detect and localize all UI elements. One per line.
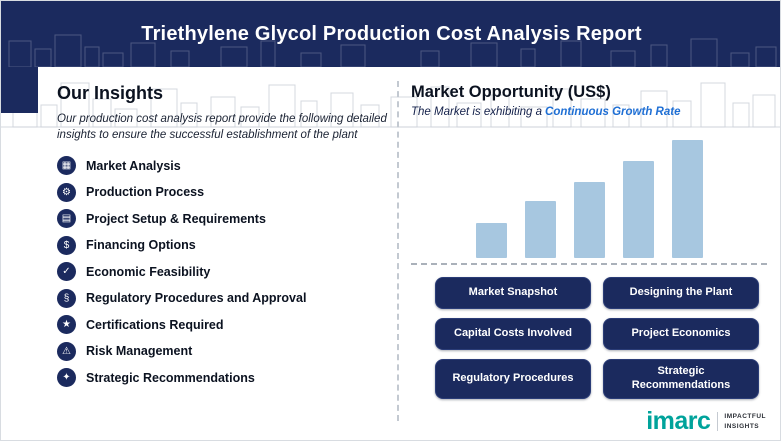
chart-bar (475, 223, 507, 258)
topic-button[interactable]: Project Economics (603, 318, 759, 350)
market-subtitle-text: The Market is exhibiting a (411, 106, 543, 118)
market-subtitle-highlight: Continuous Growth Rate (545, 106, 681, 118)
imarc-tagline-line2: INSIGHTS (724, 422, 760, 430)
topic-button[interactable]: Strategic Recommendations (603, 359, 759, 399)
page-title: Triethylene Glycol Production Cost Analy… (141, 22, 642, 45)
gear-icon: ⚙ (57, 182, 76, 202)
imarc-tagline: IMPACTFUL INSIGHTS (717, 412, 766, 431)
regulation-icon: § (57, 288, 76, 308)
insights-heading: Our Insights (57, 83, 164, 103)
insight-label: Certifications Required (86, 317, 224, 332)
chart-bar (671, 140, 703, 258)
topic-buttons: Market Snapshot Designing the Plant Capita… (411, 277, 767, 399)
header-left-tab (1, 67, 38, 113)
skyline-decoration-header (8, 34, 777, 67)
market-heading: Market Opportunity (US$) (411, 83, 611, 101)
insight-label: Production Process (86, 185, 205, 200)
insight-label: Risk Management (86, 344, 193, 359)
header-banner: Triethylene Glycol Production Cost Analy… (1, 1, 780, 67)
clipboard-icon: ▤ (57, 209, 76, 229)
certificate-icon: ★ (57, 315, 76, 335)
insight-item: ▤ Project Setup & Requirements (57, 209, 389, 229)
insights-list: ▦ Market Analysis ⚙ Production Process ▤ Proj… (57, 156, 389, 388)
chart-bar (622, 161, 654, 258)
insight-label: Market Analysis (86, 158, 181, 173)
insight-item: ✦ Strategic Recommendations (57, 368, 389, 388)
dollar-icon: $ (57, 235, 76, 255)
insight-item: ▦ Market Analysis (57, 156, 389, 176)
strategy-icon: ✦ (57, 368, 76, 388)
insight-item: § Regulatory Procedures and Approval (57, 288, 389, 308)
insight-item: ★ Certifications Required (57, 315, 389, 335)
vertical-divider (397, 81, 399, 421)
insight-item: ⚙ Production Process (57, 182, 389, 202)
insight-label: Strategic Recommendations (86, 370, 255, 385)
imarc-logo-text: imarc (646, 407, 711, 435)
insights-description: Our production cost analysis report prov… (57, 113, 387, 142)
insight-label: Financing Options (86, 238, 196, 253)
insights-section: Our Insights Our production cost analysi… (57, 83, 389, 388)
check-icon: ✓ (57, 262, 76, 282)
topic-button[interactable]: Designing the Plant (603, 277, 759, 309)
imarc-logo: imarc IMPACTFUL INSIGHTS (646, 409, 766, 434)
market-subtitle: The Market is exhibiting a Continuous Gro… (411, 106, 767, 118)
topic-button[interactable]: Regulatory Procedures (435, 359, 591, 399)
insight-label: Regulatory Procedures and Approval (86, 291, 307, 306)
insight-label: Project Setup & Requirements (86, 211, 266, 226)
topic-button[interactable]: Market Snapshot (435, 277, 591, 309)
market-section: Market Opportunity (US$) The Market is e… (411, 83, 767, 399)
chart-bar (524, 201, 556, 258)
horizontal-divider (411, 263, 767, 265)
chart-icon: ▦ (57, 156, 76, 176)
insight-label: Economic Feasibility (86, 264, 211, 279)
chart-bar (573, 182, 605, 258)
skyline-decoration-gray (1, 82, 780, 128)
imarc-tagline-line1: IMPACTFUL (724, 413, 766, 421)
insight-item: ⚠ Risk Management (57, 341, 389, 361)
warning-icon: ⚠ (57, 341, 76, 361)
topic-button[interactable]: Capital Costs Involved (435, 318, 591, 350)
insight-item: $ Financing Options (57, 235, 389, 255)
insight-item: ✓ Economic Feasibility (57, 262, 389, 282)
bar-chart (411, 126, 767, 258)
